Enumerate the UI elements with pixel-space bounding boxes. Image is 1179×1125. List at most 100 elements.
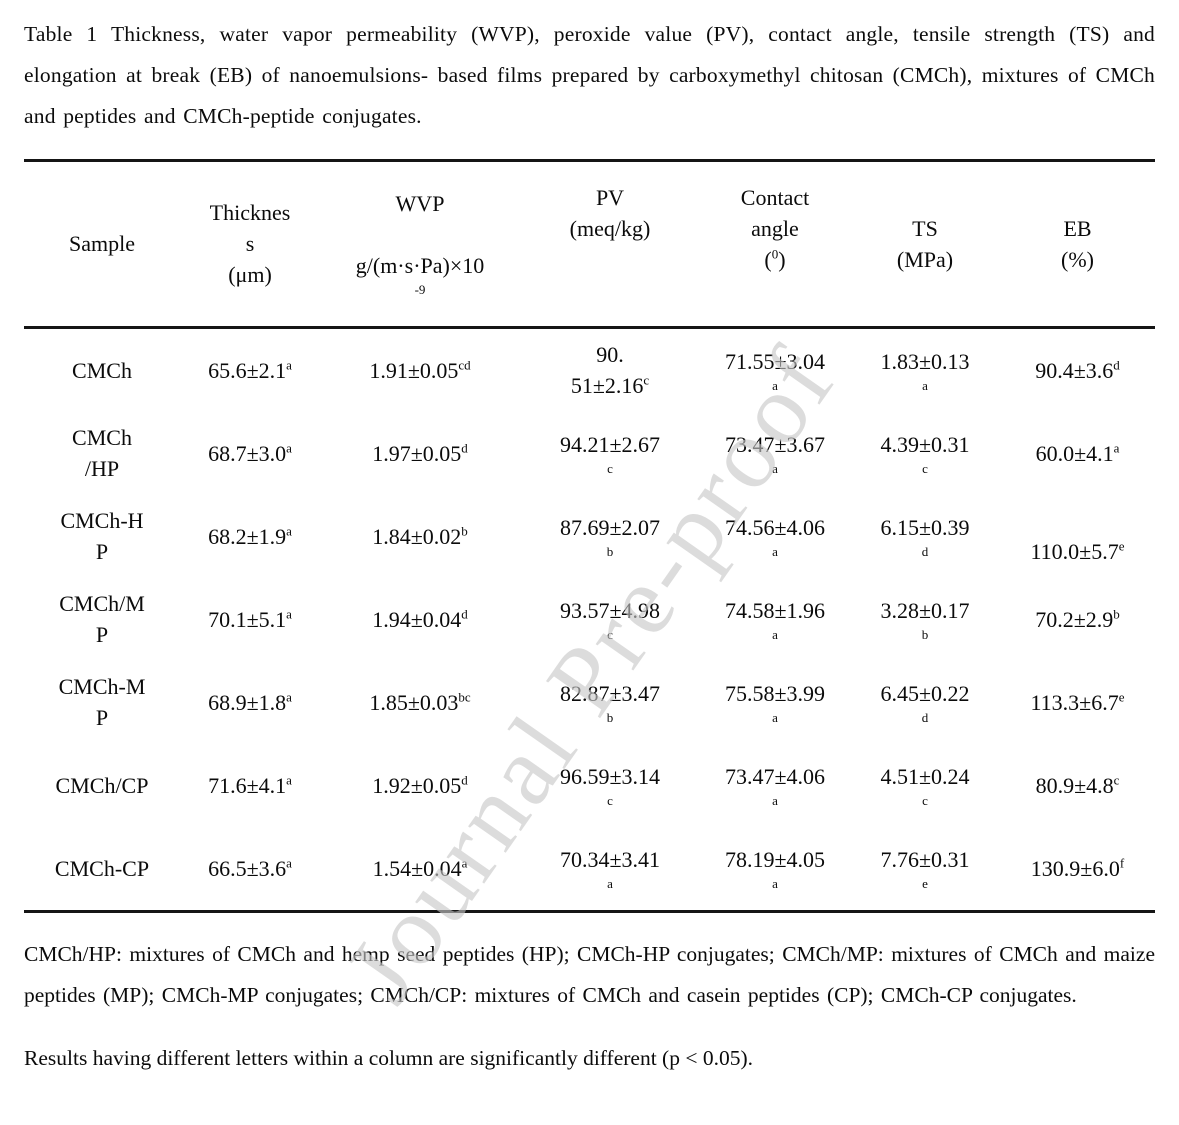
table-row: CMCh-CP 66.5±3.6a 1.54±0.04a 70.34±3.41 a 78.… <box>24 826 1155 913</box>
value-cell: 1.83±0.13 a <box>850 327 1000 412</box>
cell-line: angle <box>751 215 799 241</box>
cell-line: 1.85±0.03bc <box>369 689 471 715</box>
cell-line: (0) <box>764 246 786 272</box>
value-cell: 93.57±4.98 c <box>520 578 700 661</box>
sample-name-cell: CMCh/M P <box>24 578 180 661</box>
cell-line: a <box>772 543 778 559</box>
cell-line: 1.94±0.04d <box>372 606 468 632</box>
cell-line: c <box>607 460 613 476</box>
cell-line: (%) <box>1061 246 1094 272</box>
value-cell: 1.91±0.05cd <box>320 327 520 412</box>
value-cell: 4.51±0.24 c <box>850 744 1000 827</box>
value-cell: 70.1±5.1a <box>180 578 320 661</box>
cell-line: CMCh <box>72 357 132 383</box>
cell-line: /HP <box>84 456 120 481</box>
value-cell: 110.0±5.7e <box>1000 495 1155 578</box>
table-row: CMCh/HP 68.7±3.0a 1.97±0.05d 94.21±2.67 c 73.… <box>24 412 1155 495</box>
cell-line <box>520 244 700 275</box>
cell-line: c <box>607 792 613 808</box>
cell-line: e <box>922 875 928 891</box>
value-cell: 6.15±0.39 d <box>850 495 1000 578</box>
sample-name-cell: CMCh-H P <box>24 495 180 578</box>
cell-line: PV <box>595 184 625 210</box>
cell-line: 7.76±0.31 <box>880 846 970 872</box>
value-cell: 1.97±0.05d <box>320 412 520 495</box>
cell-line: 96.59±3.14 <box>559 763 661 789</box>
value-cell: 75.58±3.99 a <box>700 661 850 744</box>
value-cell: 113.3±6.7e <box>1000 661 1155 744</box>
value-cell: 73.47±4.06 a <box>700 744 850 827</box>
cell-line: c <box>922 460 928 476</box>
value-cell: 71.6±4.1a <box>180 744 320 827</box>
cell-line: a <box>772 626 778 642</box>
cell-line: a <box>772 377 778 393</box>
cell-line: 1.54±0.04a <box>372 855 468 881</box>
value-cell: 130.9±6.0f <box>1000 826 1155 913</box>
cell-line: (μm) <box>228 262 272 287</box>
footnote-abbreviations: CMCh/HP: mixtures of CMCh and hemp seed … <box>24 942 1155 1007</box>
column-header-pv: PV (meq/kg) <box>520 158 700 329</box>
cell-line: TS <box>912 215 938 241</box>
value-cell: 82.87±3.47 b <box>520 661 700 744</box>
value-cell: 87.69±2.07 b <box>520 495 700 578</box>
column-header-thickness: Thicknes s (μm) <box>180 158 320 329</box>
column-header-sample: Sample <box>24 158 180 329</box>
cell-line: 6.45±0.22 <box>880 680 970 706</box>
value-cell: 80.9±4.8c <box>1000 744 1155 827</box>
cell-line <box>320 219 520 250</box>
cell-line: 74.58±1.96 <box>724 597 826 623</box>
footnote-significance: Results having different letters within … <box>24 1045 754 1070</box>
cell-line: g/(m·s·Pa)×10 <box>355 253 485 278</box>
column-header-eb: EB (%) <box>1000 158 1155 329</box>
cell-line: 73.47±3.67 <box>724 431 826 457</box>
column-header-contact-angle: Contact angle (0) <box>700 158 850 329</box>
value-cell: 71.55±3.04 a <box>700 327 850 412</box>
sample-name-cell: CMCh/HP <box>24 412 180 495</box>
value-cell: 1.54±0.04a <box>320 826 520 913</box>
cell-line: s <box>245 231 255 256</box>
cell-line: a <box>922 377 928 393</box>
table-row: CMCh-H P 68.2±1.9a 1.84±0.02b 87.69±2.07 b 74.… <box>24 495 1155 578</box>
cell-line <box>1000 505 1155 536</box>
value-cell: 7.76±0.31 e <box>850 826 1000 913</box>
cell-line: 68.7±3.0a <box>208 440 292 466</box>
cell-line: 66.5±3.6a <box>208 855 292 881</box>
value-cell: 65.6±2.1a <box>180 327 320 412</box>
cell-line: 6.15±0.39 <box>880 514 970 540</box>
cell-line: P <box>95 705 109 730</box>
cell-line: 93.57±4.98 <box>559 597 661 623</box>
sample-name-cell: CMCh-M P <box>24 661 180 744</box>
column-header-wvp: WVP g/(m·s·Pa)×10 -9 <box>320 158 520 329</box>
cell-line: b <box>921 626 929 642</box>
value-cell: 68.2±1.9a <box>180 495 320 578</box>
cell-line: 113.3±6.7e <box>1030 689 1125 715</box>
table-row: CMCh/M P 70.1±5.1a 1.94±0.04d 93.57±4.98 c 74.… <box>24 578 1155 661</box>
cell-line: 70.1±5.1a <box>208 606 292 632</box>
document-page: Table 1 Thickness, water vapor permeabil… <box>24 14 1155 1079</box>
value-cell: 78.19±4.05 a <box>700 826 850 913</box>
cell-line: 94.21±2.67 <box>559 431 661 457</box>
cell-line: P <box>95 539 109 564</box>
value-cell: 1.85±0.03bc <box>320 661 520 744</box>
cell-line: P <box>95 622 109 647</box>
cell-line: 78.19±4.05 <box>724 846 826 872</box>
cell-line <box>700 275 850 306</box>
value-cell: 70.2±2.9b <box>1000 578 1155 661</box>
table-caption: Table 1 Thickness, water vapor permeabil… <box>24 22 1155 128</box>
cell-line: CMCh-H <box>60 508 144 533</box>
table-footnotes: CMCh/HP: mixtures of CMCh and hemp seed … <box>24 934 1155 1079</box>
cell-line: 71.6±4.1a <box>208 772 292 798</box>
value-cell: 74.58±1.96 a <box>700 578 850 661</box>
value-cell: 94.21±2.67 c <box>520 412 700 495</box>
cell-line: c <box>607 626 613 642</box>
value-cell: 3.28±0.17 b <box>850 578 1000 661</box>
sample-name-cell: CMCh <box>24 327 180 412</box>
value-cell: 90. 51±2.16c <box>520 327 700 412</box>
value-cell: 73.47±3.67 a <box>700 412 850 495</box>
cell-line: b <box>606 709 614 725</box>
cell-line: 80.9±4.8c <box>1035 772 1120 798</box>
cell-line: 1.92±0.05d <box>372 772 468 798</box>
cell-line: EB <box>1063 215 1092 241</box>
cell-line: 74.56±4.06 <box>724 514 826 540</box>
table-body: CMCh 65.6±2.1a 1.91±0.05cd 90. 51±2.16c 71.55… <box>24 327 1155 913</box>
